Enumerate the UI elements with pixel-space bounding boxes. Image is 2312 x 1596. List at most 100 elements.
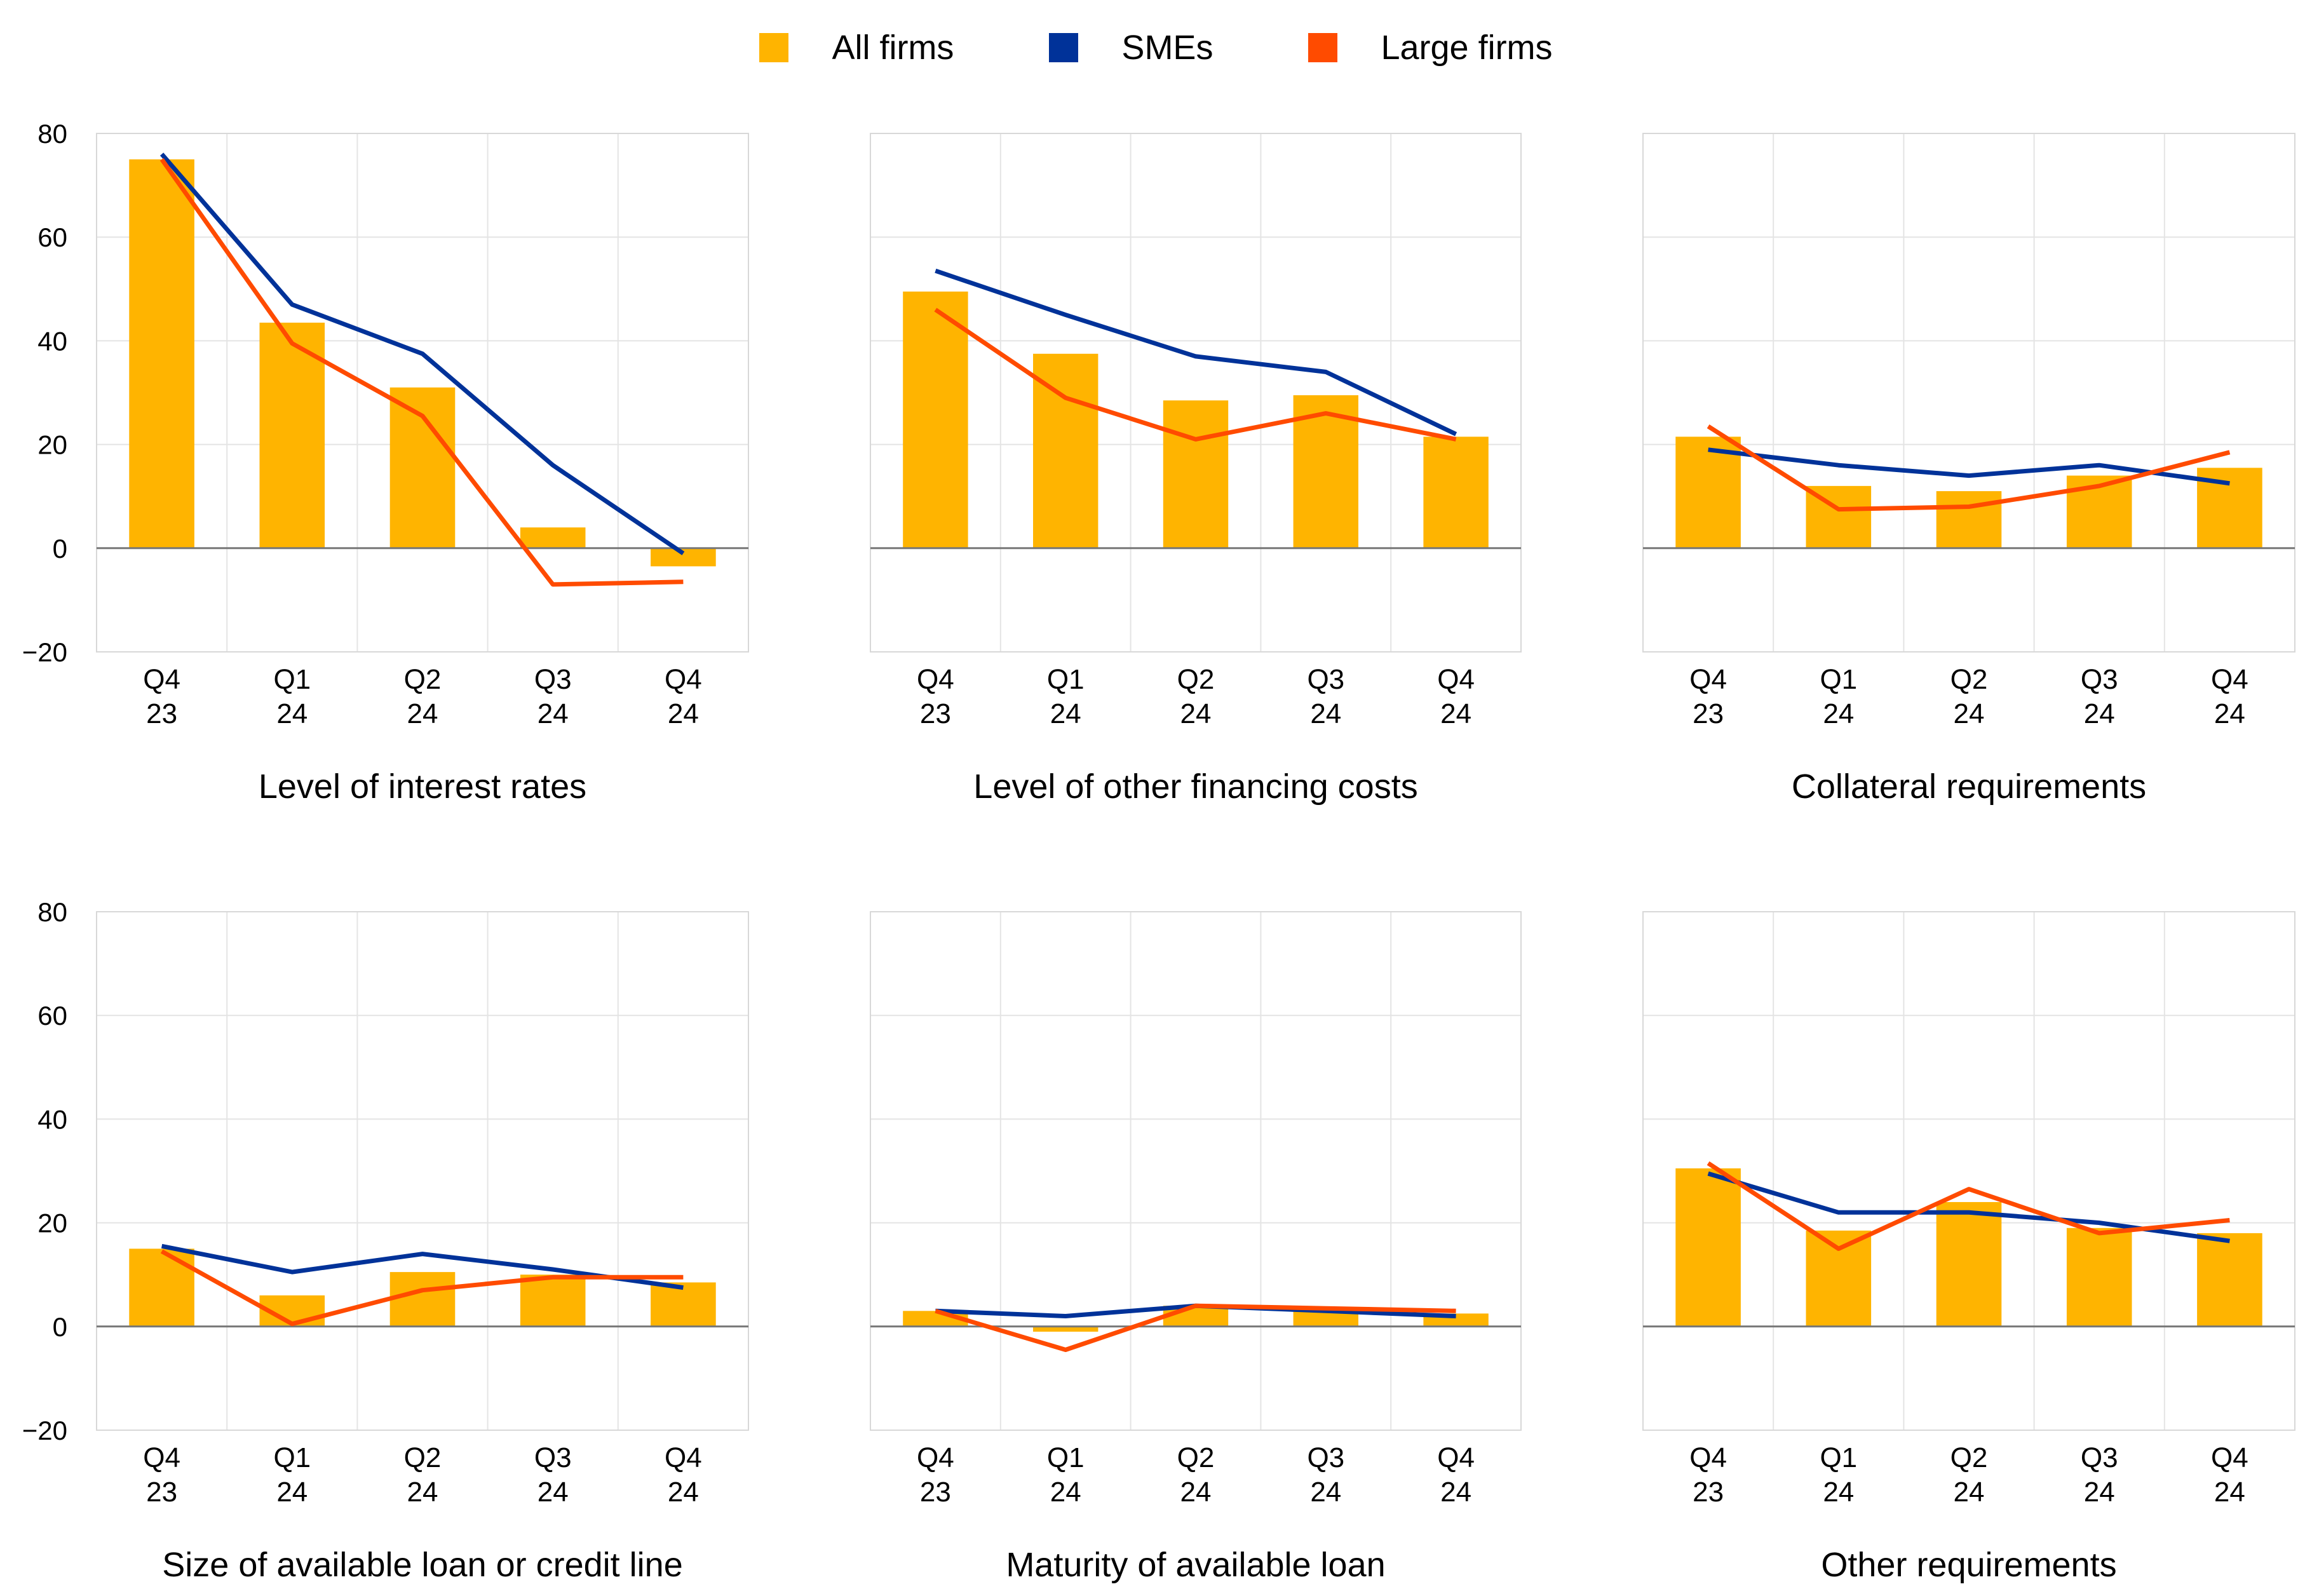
legend-item-all-firms: All firms — [759, 28, 954, 67]
plot-frame — [1642, 133, 2295, 653]
line-large-firms — [1707, 1161, 2230, 1251]
panel-5: Q4 23 Q1 24 Q2 24 Q3 24 Q4 24 Maturity of availabl… — [870, 911, 1522, 1584]
panel-title: Other requirements — [1821, 1546, 2116, 1584]
y-tick-label: 60 — [37, 1001, 67, 1031]
panel-title: Size of available loan or credit line — [162, 1546, 682, 1584]
line-large-firms — [935, 1303, 1456, 1352]
x-tick-label: Q4 24 — [665, 1442, 702, 1508]
x-tick-label: Q3 24 — [1307, 1442, 1344, 1508]
bar-all-firms — [389, 1272, 456, 1327]
y-tick-label: −20 — [22, 1416, 67, 1445]
panel-title: Level of other financing costs — [973, 768, 1417, 806]
line-smes — [1708, 447, 2230, 486]
x-tick-label: Q4 23 — [143, 1442, 180, 1508]
bar-all-firms — [651, 1282, 716, 1327]
bar-all-firms — [389, 387, 456, 548]
x-tick-label: Q2 24 — [1177, 1442, 1215, 1508]
x-tick-label: Q3 24 — [534, 1442, 572, 1508]
plot-frame — [96, 911, 749, 1431]
bar-all-firms — [1033, 353, 1099, 548]
x-tick-label: Q1 24 — [273, 1442, 311, 1508]
plot-frame — [870, 911, 1522, 1431]
y-tick-label: −20 — [22, 637, 67, 667]
bar-all-firms — [2066, 1227, 2132, 1327]
bar-all-firms — [1936, 491, 2002, 548]
x-tick-label: Q3 24 — [1307, 664, 1344, 729]
bar-all-firms — [520, 527, 586, 548]
x-tick-label: Q2 24 — [404, 1442, 442, 1508]
panel-title: Maturity of available loan — [1006, 1546, 1385, 1584]
legend-swatch-large-firms — [1308, 33, 1338, 62]
x-tick-label: Q4 23 — [1689, 664, 1727, 729]
panel-1: −20 0 20 40 60 80 Q4 23 Q1 24 Q2 24 Q3 24 Q4 24 Level of… — [22, 119, 749, 806]
x-tick-label: Q4 23 — [143, 664, 180, 729]
x-tick-label: Q3 24 — [534, 664, 572, 729]
line-large-firms — [159, 158, 684, 587]
x-tick-label: Q2 24 — [1177, 664, 1215, 729]
x-tick-label: Q4 24 — [665, 664, 702, 729]
x-tick-label: Q4 24 — [2211, 664, 2248, 729]
panel-title: Level of interest rates — [259, 768, 586, 806]
panel-title: Collateral requirements — [1792, 768, 2146, 806]
y-tick-label: 40 — [37, 1104, 67, 1134]
bar-all-firms — [1033, 1326, 1099, 1332]
x-tick-label: Q4 24 — [2211, 1442, 2248, 1508]
bar-all-firms — [1293, 395, 1358, 548]
x-tick-label: Q1 24 — [1047, 1442, 1085, 1508]
bar-all-firms — [129, 1248, 194, 1327]
x-tick-label: Q1 24 — [273, 664, 311, 729]
bar-all-firms — [129, 159, 194, 548]
line-large-firms — [160, 1249, 684, 1327]
bar-all-firms — [259, 322, 325, 548]
line-large-firms — [1707, 424, 2231, 512]
bar-all-firms — [2197, 1233, 2262, 1327]
y-tick-label: 0 — [53, 1312, 67, 1342]
line-smes — [159, 152, 685, 555]
legend-item-large-firms: Large firms — [1308, 28, 1553, 67]
bar-all-firms — [1675, 436, 1741, 548]
x-tick-label: Q3 24 — [2081, 664, 2118, 729]
bar-all-firms — [1163, 400, 1229, 548]
y-tick-label: 40 — [37, 326, 67, 356]
y-tick-label: 0 — [53, 534, 67, 564]
x-tick-label: Q3 24 — [2081, 1442, 2118, 1508]
plot-frame — [96, 133, 749, 653]
x-tick-label: Q4 23 — [917, 664, 954, 729]
panel-6: Q4 23 Q1 24 Q2 24 Q3 24 Q4 24 Other requirements — [1642, 911, 2295, 1584]
plot-frame — [870, 133, 1522, 653]
line-smes — [935, 268, 1457, 436]
x-tick-label: Q2 24 — [1950, 1442, 1988, 1508]
bar-all-firms — [1675, 1168, 1741, 1327]
x-tick-label: Q4 23 — [1689, 1442, 1727, 1508]
legend-label-smes: SMEs — [1121, 29, 1213, 67]
plot-frame — [1642, 911, 2295, 1431]
x-tick-label: Q4 23 — [917, 1442, 954, 1508]
line-large-firms — [934, 308, 1457, 442]
legend-label-all-firms: All firms — [832, 29, 954, 67]
y-tick-label: 20 — [37, 430, 67, 460]
bar-all-firms — [1936, 1201, 2002, 1327]
legend-label-large-firms: Large firms — [1381, 29, 1553, 67]
panel-4: −20 0 20 40 60 80 Q4 23 Q1 24 Q2 24 Q3 24 Q4 24 Size of … — [22, 897, 749, 1584]
y-tick-label: 80 — [37, 119, 67, 149]
bar-all-firms — [520, 1275, 586, 1327]
x-tick-label: Q1 24 — [1820, 1442, 1857, 1508]
y-tick-label: 20 — [37, 1208, 67, 1238]
legend-swatch-smes — [1049, 33, 1079, 62]
y-tick-label: 60 — [37, 222, 67, 252]
legend-swatch-all-firms — [759, 33, 789, 62]
x-tick-label: Q2 24 — [1950, 664, 1988, 729]
x-tick-label: Q4 24 — [1437, 664, 1475, 729]
panel-3: Q4 23 Q1 24 Q2 24 Q3 24 Q4 24 Collateral requireme… — [1642, 133, 2295, 806]
x-tick-label: Q1 24 — [1820, 664, 1857, 729]
legend-item-smes: SMEs — [1049, 28, 1213, 67]
x-tick-label: Q1 24 — [1047, 664, 1085, 729]
chart-legend: All firms SMEs Large firms — [0, 19, 2312, 76]
y-tick-label: 80 — [37, 897, 67, 927]
x-tick-label: Q2 24 — [404, 664, 442, 729]
bar-all-firms — [1806, 1230, 1872, 1327]
panel-2: Q4 23 Q1 24 Q2 24 Q3 24 Q4 24 Level of other finan… — [870, 133, 1522, 806]
bar-all-firms — [1423, 436, 1489, 548]
bar-all-firms — [903, 291, 968, 548]
